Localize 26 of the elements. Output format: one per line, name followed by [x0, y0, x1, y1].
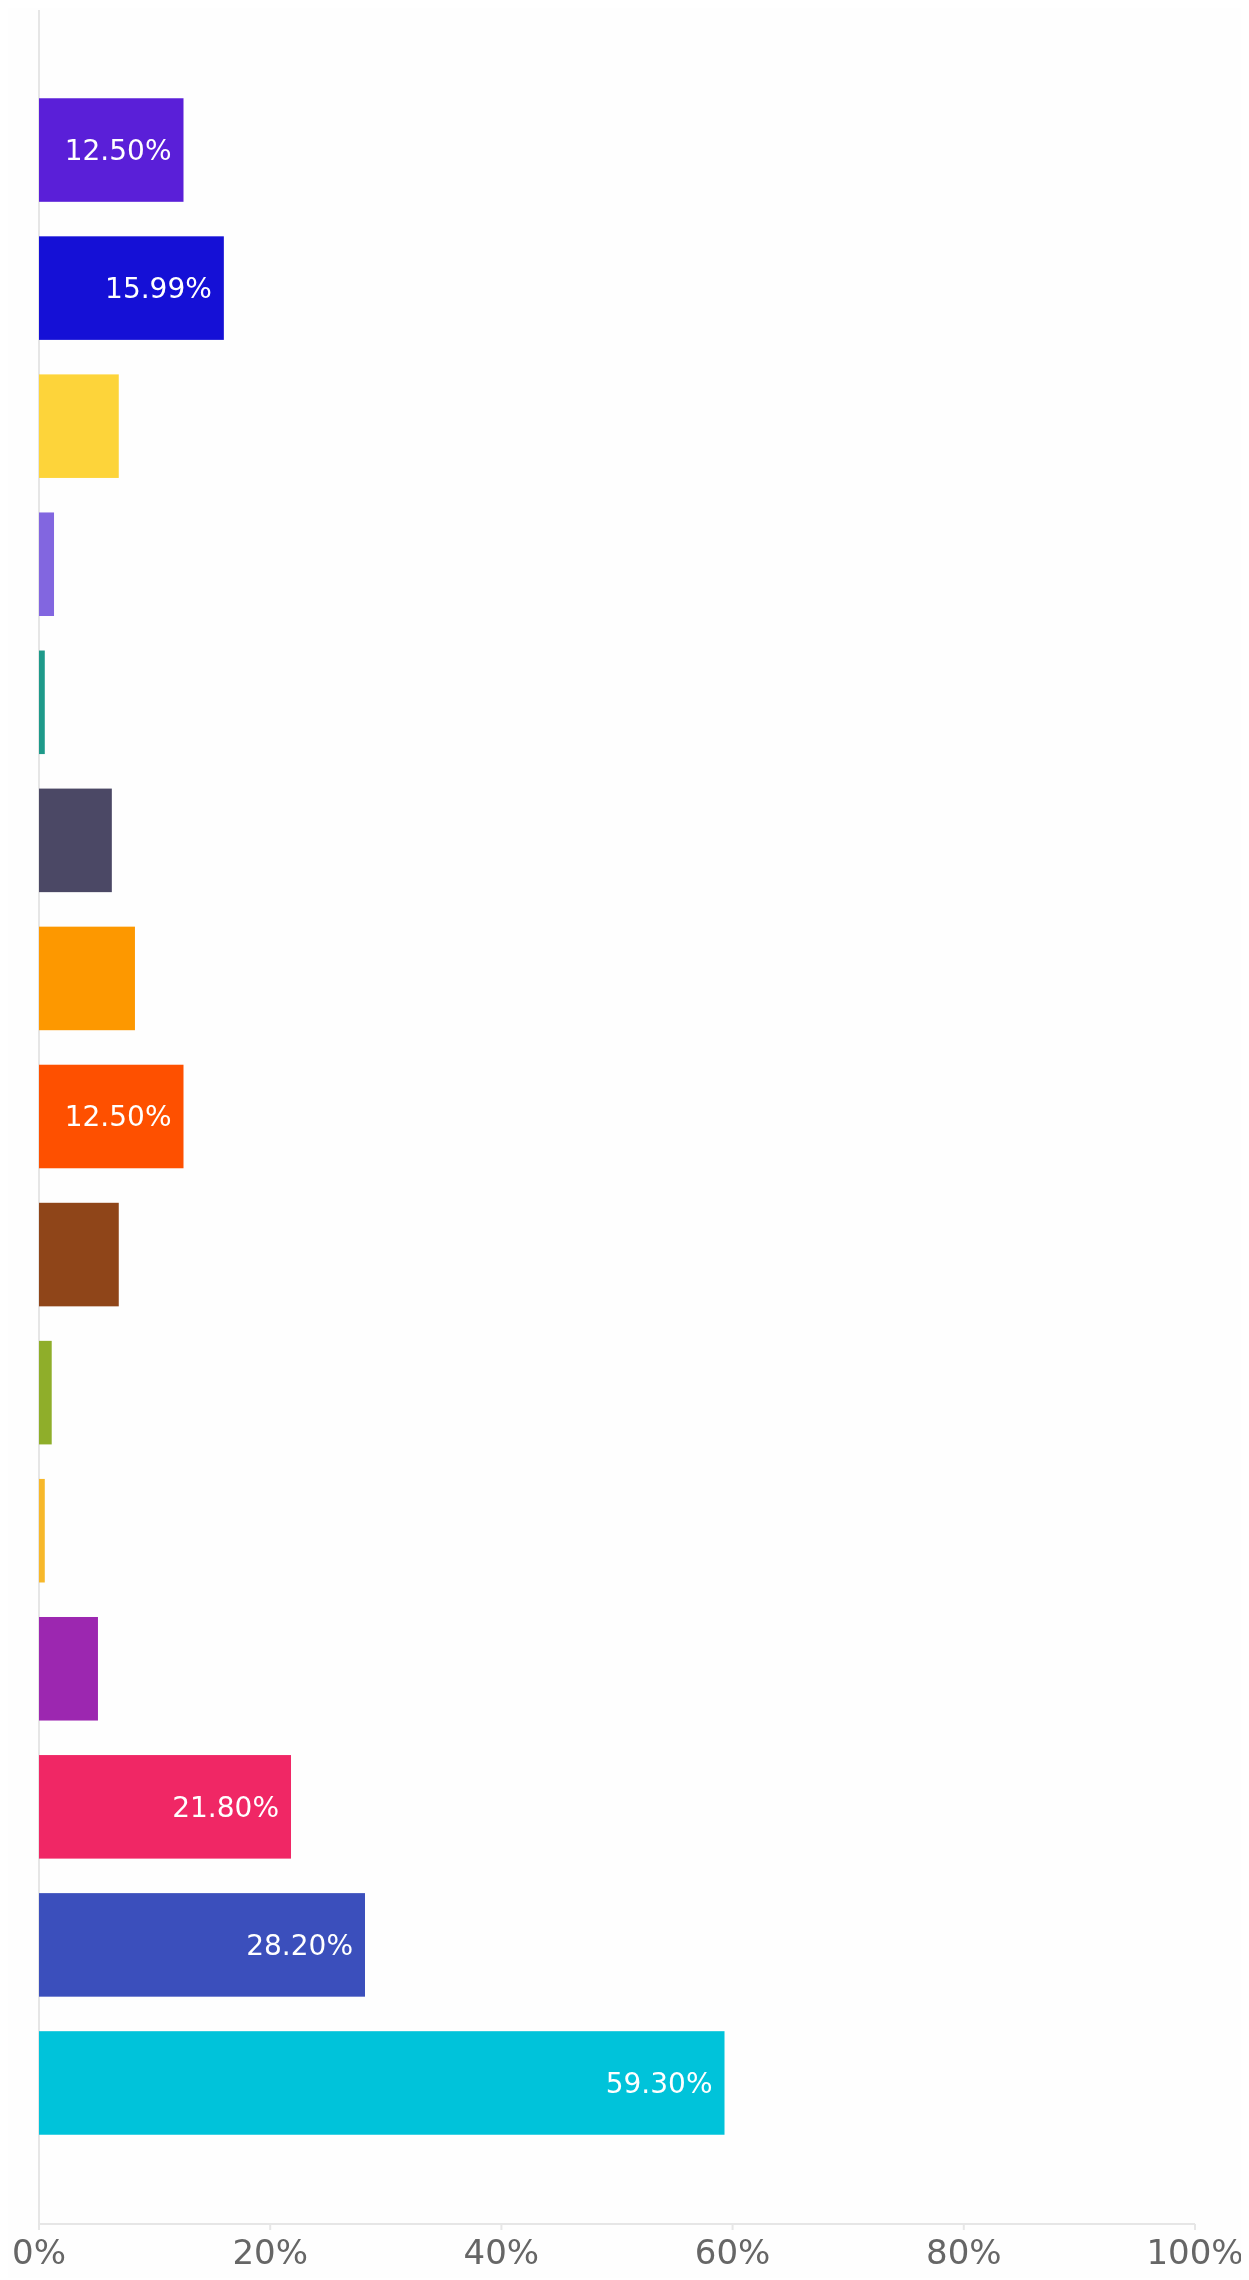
x-tick-label: 60%	[694, 2232, 771, 2272]
data-label: 12.50%	[64, 133, 172, 167]
x-tick-label: 20%	[232, 2232, 308, 2272]
bar	[39, 1202, 119, 1307]
bar	[39, 1064, 184, 1169]
data-label: 12.50%	[64, 1100, 172, 1134]
bar	[39, 98, 184, 202]
x-tick-label: 0%	[12, 2232, 66, 2272]
data-label: 28.20%	[246, 1928, 353, 1962]
data-label: 15.99%	[105, 271, 212, 305]
data-label: 59.30%	[605, 2066, 713, 2100]
bar	[39, 512, 55, 617]
bar	[39, 1616, 98, 1721]
data-label: 21.80%	[172, 1790, 280, 1824]
bar	[39, 1340, 52, 1445]
bar	[39, 650, 45, 755]
bar	[39, 1478, 45, 1583]
x-tick-label: 40%	[463, 2232, 540, 2272]
bar	[39, 236, 224, 340]
bar	[39, 1755, 292, 1859]
bar	[39, 1893, 365, 1997]
x-tick-label: 80%	[926, 2232, 1002, 2272]
bar	[39, 788, 112, 893]
bar	[39, 2031, 725, 2135]
bar	[39, 926, 135, 1031]
bar	[39, 374, 119, 478]
